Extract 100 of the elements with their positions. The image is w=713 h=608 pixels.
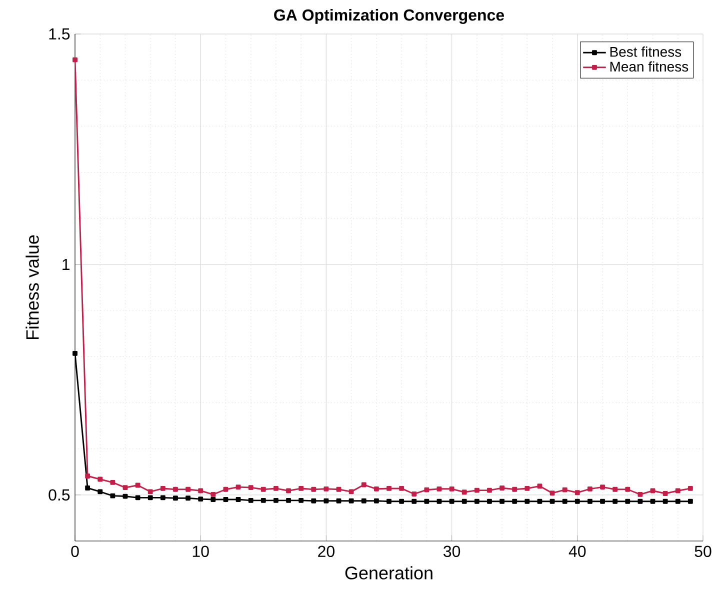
point [148,489,153,494]
point [122,494,128,499]
point [324,486,329,492]
point [574,490,580,496]
point [160,486,166,491]
point [612,498,618,504]
point [638,492,643,497]
point [537,484,542,489]
point [524,486,530,491]
point [537,498,542,504]
point [600,498,605,504]
point [298,498,304,503]
point [210,492,216,497]
y-tick-label: 1 [62,258,70,270]
point [298,486,304,491]
point [273,486,278,491]
x-tick-label: 20 [318,546,334,558]
point [110,480,116,485]
point [286,488,291,494]
point [612,486,618,492]
point [173,486,178,492]
point [236,497,241,502]
point [122,485,128,490]
point [361,482,366,488]
point [374,498,379,504]
point [186,496,191,501]
point [462,490,467,495]
point [474,498,480,504]
point [336,498,342,504]
point [412,492,417,496]
point [424,487,430,492]
point [587,486,592,492]
point [449,498,454,504]
point [148,495,153,500]
point [361,498,366,504]
legend-label: Mean fitness [610,61,688,72]
point [260,498,266,503]
point [462,498,467,504]
point [223,497,228,502]
point [424,498,430,504]
point [85,486,90,490]
x-tick-label: 0 [71,546,79,558]
point [311,486,316,492]
point [386,486,392,491]
point [135,482,140,488]
point [449,486,454,492]
point [562,498,568,504]
point [173,496,178,501]
point [436,486,442,492]
point [625,486,630,492]
point [324,498,329,504]
point [500,486,505,490]
point [399,486,404,491]
point [474,488,480,493]
point [500,498,505,504]
point [210,497,216,502]
point [286,498,291,503]
point [587,498,592,504]
point [248,498,254,503]
point [374,486,379,492]
point [662,491,668,496]
point [550,498,555,504]
point [223,486,228,492]
point [348,498,354,504]
x-tick-label: 30 [444,546,460,558]
point [688,486,693,491]
point [260,486,266,492]
point [160,495,166,500]
point [72,57,78,62]
point [638,498,643,504]
y-tick-label: 0.5 [48,489,70,501]
x-tick-label: 40 [568,546,586,558]
point [512,486,518,492]
point [399,498,404,504]
point [311,498,316,504]
point [85,474,90,478]
point [198,488,204,494]
point [186,486,191,492]
x-axis-title: Generation [345,566,432,580]
point [675,488,680,494]
point [650,498,656,504]
point [348,489,354,494]
point [273,498,278,503]
chart-title: GA Optimization Convergence [274,8,504,24]
point [524,498,530,504]
point [550,490,555,496]
point [625,498,630,504]
point [487,498,492,504]
point [662,498,668,504]
legend-label: Best fitness [610,46,682,57]
point [436,498,442,504]
point [675,498,680,504]
point [98,476,103,482]
point [600,484,605,490]
point [110,493,116,498]
x-tick-label: 10 [192,546,209,558]
point [650,488,656,494]
point [336,486,342,492]
point [512,498,518,504]
point [688,498,693,504]
